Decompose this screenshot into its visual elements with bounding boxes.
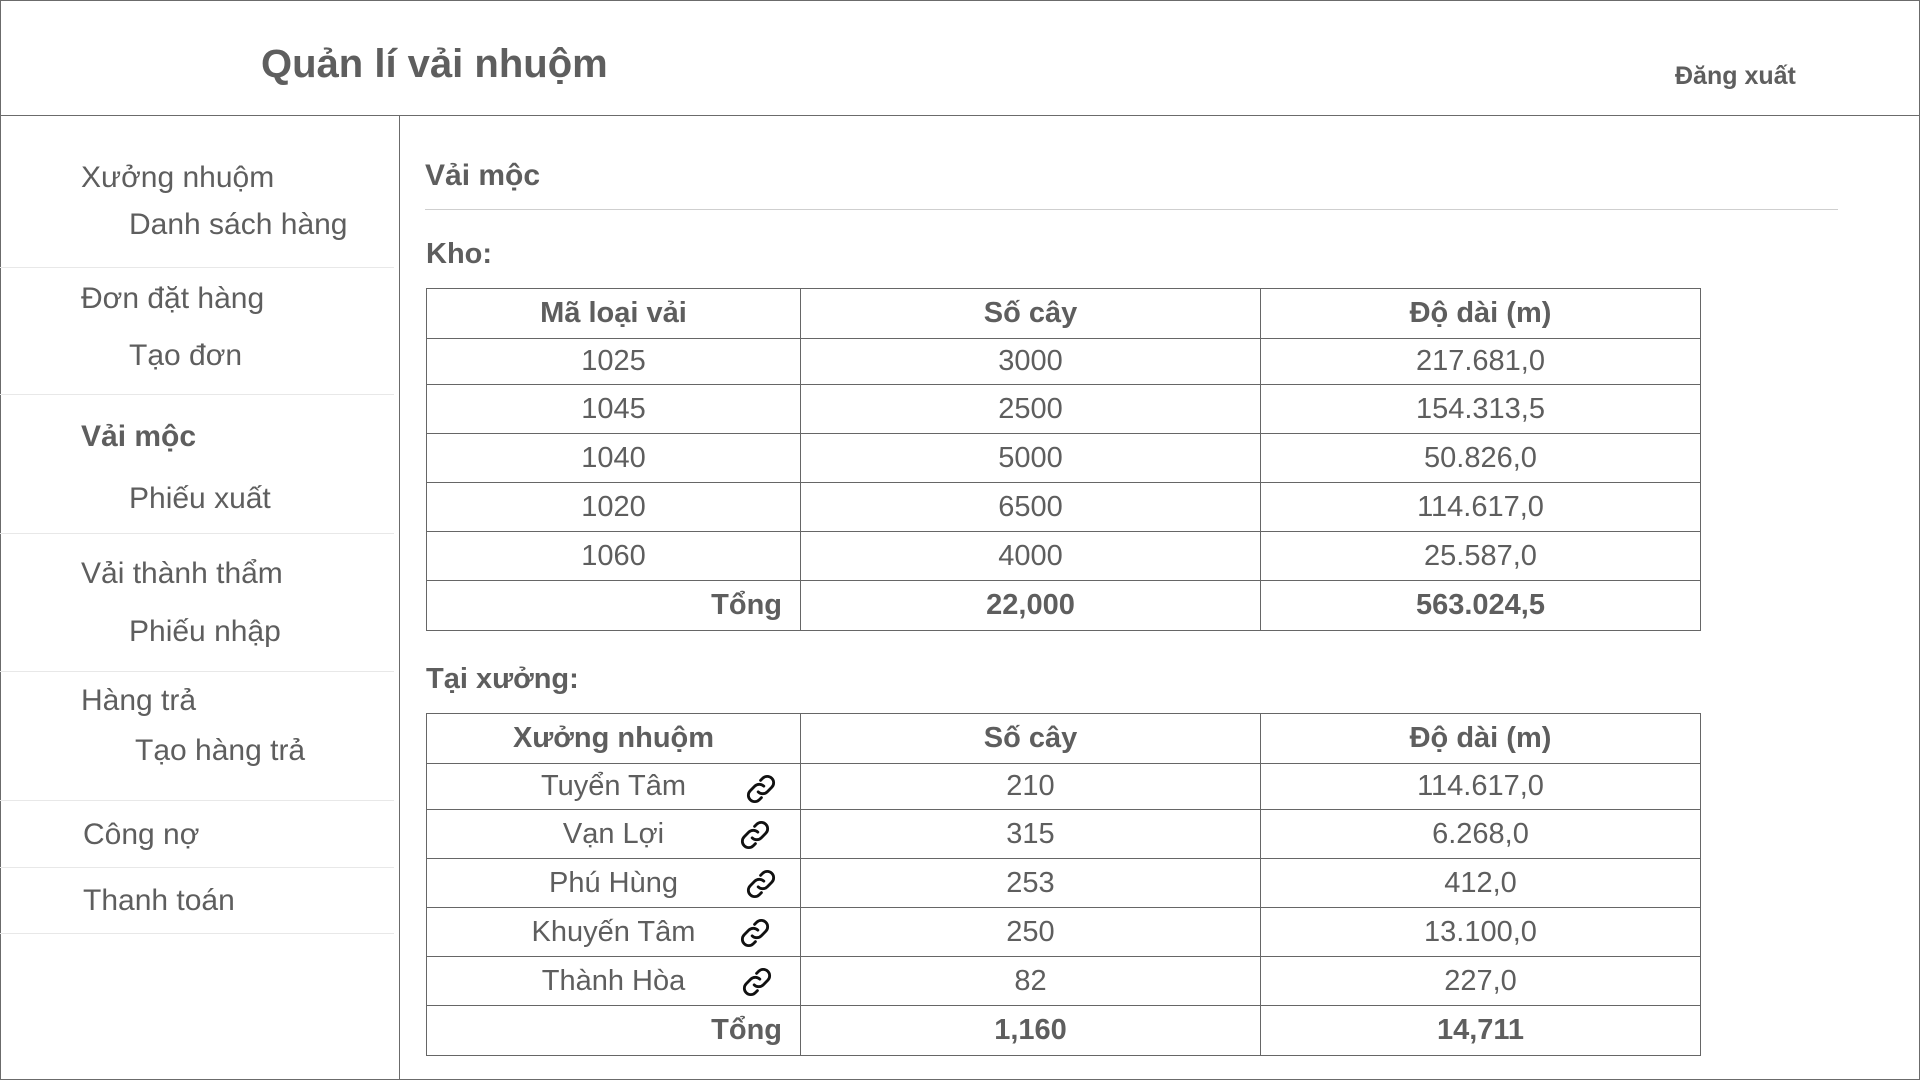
roll-count-cell: 3000: [800, 338, 1261, 385]
factory-name: Vạn Lợi: [562, 817, 665, 850]
total-row: Tổng 1,160 14,711: [426, 1005, 1701, 1056]
sidebar-item-orders[interactable]: Đơn đặt hàng: [81, 282, 265, 315]
factory-name: Thành Hòa: [541, 964, 686, 997]
table-row: Vạn Lợi 315 6.268,0: [426, 809, 1701, 859]
sidebar-group-raw-fabric: Vải mộc Phiếu xuất: [0, 395, 394, 534]
total-row: Tổng 22,000 563.024,5: [426, 580, 1701, 631]
app-title: Quản lí vải nhuộm: [261, 42, 608, 86]
sidebar-item-create-order[interactable]: Tạo đơn: [129, 339, 243, 372]
fabric-code-cell: 1040: [426, 433, 801, 483]
roll-count-cell: 315: [800, 809, 1261, 859]
roll-count-cell: 210: [800, 763, 1261, 810]
sidebar-item-dye-factory[interactable]: Xưởng nhuộm: [81, 161, 275, 194]
total-roll-count: 22,000: [800, 580, 1261, 631]
link-icon[interactable]: [738, 818, 772, 852]
total-label: Tổng: [426, 1005, 801, 1056]
table-row: 1045 2500 154.313,5: [426, 384, 1701, 434]
sidebar-group-payments: Thanh toán: [0, 868, 394, 934]
title-divider: [425, 209, 1838, 210]
factory-name-cell: Phú Hùng: [426, 858, 801, 908]
factories-label: Tại xưởng:: [426, 663, 579, 695]
column-header-length: Độ dài (m): [1260, 713, 1701, 764]
table-row: Thành Hòa 82 227,0: [426, 956, 1701, 1006]
sidebar-item-goods-list[interactable]: Danh sách hàng: [129, 208, 348, 241]
fabric-code-cell: 1020: [426, 482, 801, 532]
sidebar-item-export-slip[interactable]: Phiếu xuất: [129, 482, 271, 515]
length-cell: 13.100,0: [1260, 907, 1701, 957]
sidebar-group-dye-factory: Xưởng nhuộm Danh sách hàng: [0, 116, 394, 268]
roll-count-cell: 82: [800, 956, 1261, 1006]
length-cell: 227,0: [1260, 956, 1701, 1006]
sidebar-item-payments[interactable]: Thanh toán: [83, 884, 235, 917]
factory-name: Khuyến Tâm: [531, 915, 696, 948]
sidebar-item-raw-fabric[interactable]: Vải mộc: [81, 420, 197, 453]
page-title: Vải mộc: [425, 159, 541, 192]
factory-name: Phú Hùng: [549, 866, 678, 899]
length-cell: 114.617,0: [1260, 763, 1701, 810]
total-roll-count: 1,160: [800, 1005, 1261, 1056]
sidebar-item-import-slip[interactable]: Phiếu nhập: [129, 615, 281, 648]
fabric-code-cell: 1060: [426, 531, 801, 581]
column-header-roll-count: Số cây: [800, 288, 1261, 339]
length-cell: 50.826,0: [1260, 433, 1701, 483]
factory-name-cell: Vạn Lợi: [426, 809, 801, 859]
sidebar-item-debts[interactable]: Công nợ: [83, 818, 200, 851]
factory-name: Tuyển Tâm: [540, 770, 687, 802]
sidebar: Xưởng nhuộm Danh sách hàng Đơn đặt hàng …: [0, 116, 400, 1080]
link-icon[interactable]: [740, 965, 774, 999]
roll-count-cell: 6500: [800, 482, 1261, 532]
sidebar-item-returns[interactable]: Hàng trả: [81, 684, 197, 717]
sidebar-item-finished-fabric[interactable]: Vải thành thẩm: [81, 557, 283, 590]
fabric-code-cell: 1045: [426, 384, 801, 434]
roll-count-cell: 5000: [800, 433, 1261, 483]
table-row: 1040 5000 50.826,0: [426, 433, 1701, 483]
factories-table: Xưởng nhuộm Số cây Độ dài (m) Tuyển Tâm …: [426, 713, 1701, 1056]
factory-name-cell: Thành Hòa: [426, 956, 801, 1006]
roll-count-cell: 250: [800, 907, 1261, 957]
column-header-fabric-code: Mã loại vải: [426, 288, 801, 339]
table-row: 1060 4000 25.587,0: [426, 531, 1701, 581]
length-cell: 412,0: [1260, 858, 1701, 908]
roll-count-cell: 4000: [800, 531, 1261, 581]
sidebar-group-returns: Hàng trả Tạo hàng trả: [0, 672, 394, 801]
table-row: Tuyển Tâm 210 114.617,0: [426, 763, 1701, 810]
table-row: Khuyến Tâm 250 13.100,0: [426, 907, 1701, 957]
table-row: Phú Hùng 253 412,0: [426, 858, 1701, 908]
table-header-row: Mã loại vải Số cây Độ dài (m): [426, 288, 1701, 339]
factory-name-cell: Khuyến Tâm: [426, 907, 801, 957]
link-icon[interactable]: [744, 772, 778, 806]
length-cell: 154.313,5: [1260, 384, 1701, 434]
header: Quản lí vải nhuộm Đăng xuất: [0, 0, 1920, 116]
table-row: 1020 6500 114.617,0: [426, 482, 1701, 532]
total-label: Tổng: [426, 580, 801, 631]
length-cell: 6.268,0: [1260, 809, 1701, 859]
logout-button[interactable]: Đăng xuất: [1675, 62, 1796, 90]
roll-count-cell: 2500: [800, 384, 1261, 434]
total-length: 14,711: [1260, 1005, 1701, 1056]
length-cell: 114.617,0: [1260, 482, 1701, 532]
link-icon[interactable]: [744, 867, 778, 901]
sidebar-group-debts: Công nợ: [0, 801, 394, 868]
table-header-row: Xưởng nhuộm Số cây Độ dài (m): [426, 713, 1701, 764]
main-content: Vải mộc Kho: Mã loại vải Số cây Độ dài (…: [400, 116, 1920, 1080]
sidebar-group-orders: Đơn đặt hàng Tạo đơn: [0, 268, 394, 395]
column-header-dye-factory: Xưởng nhuộm: [426, 713, 801, 764]
column-header-roll-count: Số cây: [800, 713, 1261, 764]
warehouse-label: Kho:: [426, 238, 493, 270]
table-row: 1025 3000 217.681,0: [426, 338, 1701, 385]
sidebar-group-finished-fabric: Vải thành thẩm Phiếu nhập: [0, 534, 394, 672]
fabric-code-cell: 1025: [426, 338, 801, 385]
link-icon[interactable]: [738, 916, 772, 950]
length-cell: 25.587,0: [1260, 531, 1701, 581]
length-cell: 217.681,0: [1260, 338, 1701, 385]
warehouse-table: Mã loại vải Số cây Độ dài (m) 1025 3000 …: [426, 288, 1701, 631]
sidebar-item-create-return[interactable]: Tạo hàng trả: [135, 734, 306, 767]
column-header-length: Độ dài (m): [1260, 288, 1701, 339]
factory-name-cell: Tuyển Tâm: [426, 763, 801, 810]
roll-count-cell: 253: [800, 858, 1261, 908]
total-length: 563.024,5: [1260, 580, 1701, 631]
